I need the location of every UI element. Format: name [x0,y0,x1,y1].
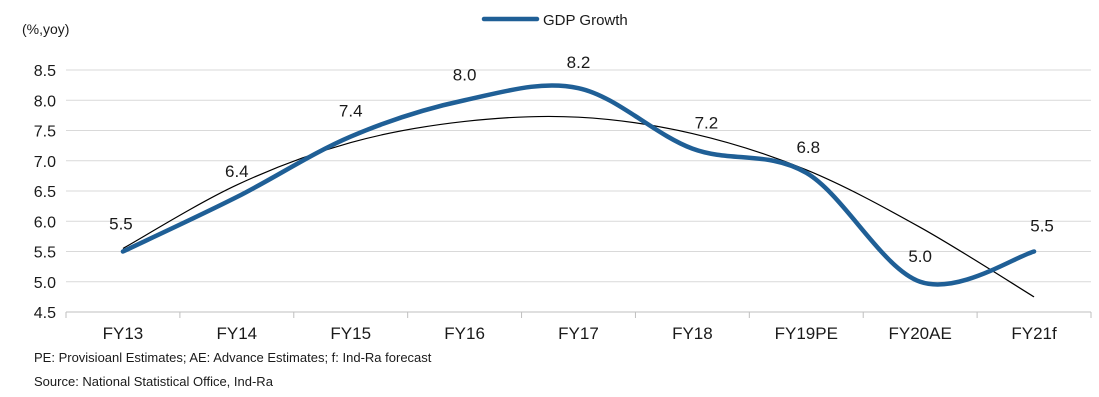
data-label: 7.2 [695,114,719,133]
legend-label: GDP Growth [543,12,628,29]
series-line-gdp-growth [120,83,1037,287]
trendline-path [122,115,1035,298]
y-tick-label: 8.0 [34,93,56,110]
y-tick-label: 5.0 [34,275,56,292]
y-tick-label: 6.5 [34,184,56,201]
data-label: 5.0 [908,247,932,266]
x-tick-label: FY20AE [889,324,952,343]
x-tick-label: FY17 [558,324,599,343]
y-tick-label: 6.0 [34,214,56,231]
series-lines [120,83,1037,287]
data-labels: 5.5 6.4 7.4 8.0 8.2 7.2 6.8 5.0 5.5 [109,53,1054,266]
x-tick-label: FY13 [103,324,144,343]
x-tick-label: FY19PE [775,324,838,343]
trendline [122,115,1035,298]
y-axis: 4.5 5.0 5.5 6.0 6.5 7.0 7.5 8.0 8.5 [34,63,56,322]
y-tick-label: 7.0 [34,154,56,171]
data-label: 8.2 [567,53,591,72]
data-label: 5.5 [1030,217,1054,236]
x-tick-label: FY16 [444,324,485,343]
gridlines [66,69,1091,313]
legend: GDP Growth [481,12,628,29]
source-note: Source: National Statistical Office, Ind… [34,374,273,389]
gdp-growth-chart: 4.5 5.0 5.5 6.0 6.5 7.0 7.5 8.0 8.5 FY13 FY14 FY15… [22,12,1092,343]
y-tick-label: 7.5 [34,124,56,141]
x-tick-label: FY15 [330,324,371,343]
abbreviations-note: PE: Provisioanl Estimates; AE: Advance E… [34,350,432,365]
data-label: 5.5 [109,215,133,234]
x-tick-label: FY21f [1011,324,1057,343]
y-tick-label: 5.5 [34,245,56,262]
data-label: 7.4 [339,102,363,121]
data-label: 6.8 [796,138,820,157]
data-label: 8.0 [453,65,477,84]
data-label: 6.4 [225,162,249,181]
x-tick-label: FY18 [672,324,713,343]
x-tick-label: FY14 [217,324,258,343]
y-tick-label: 4.5 [34,305,56,322]
y-tick-label: 8.5 [34,63,56,80]
y-axis-unit-label: (%,yoy) [22,21,69,37]
x-axis: FY13 FY14 FY15 FY16 FY17 FY18 FY19PE FY20AE FY21… [65,311,1092,343]
